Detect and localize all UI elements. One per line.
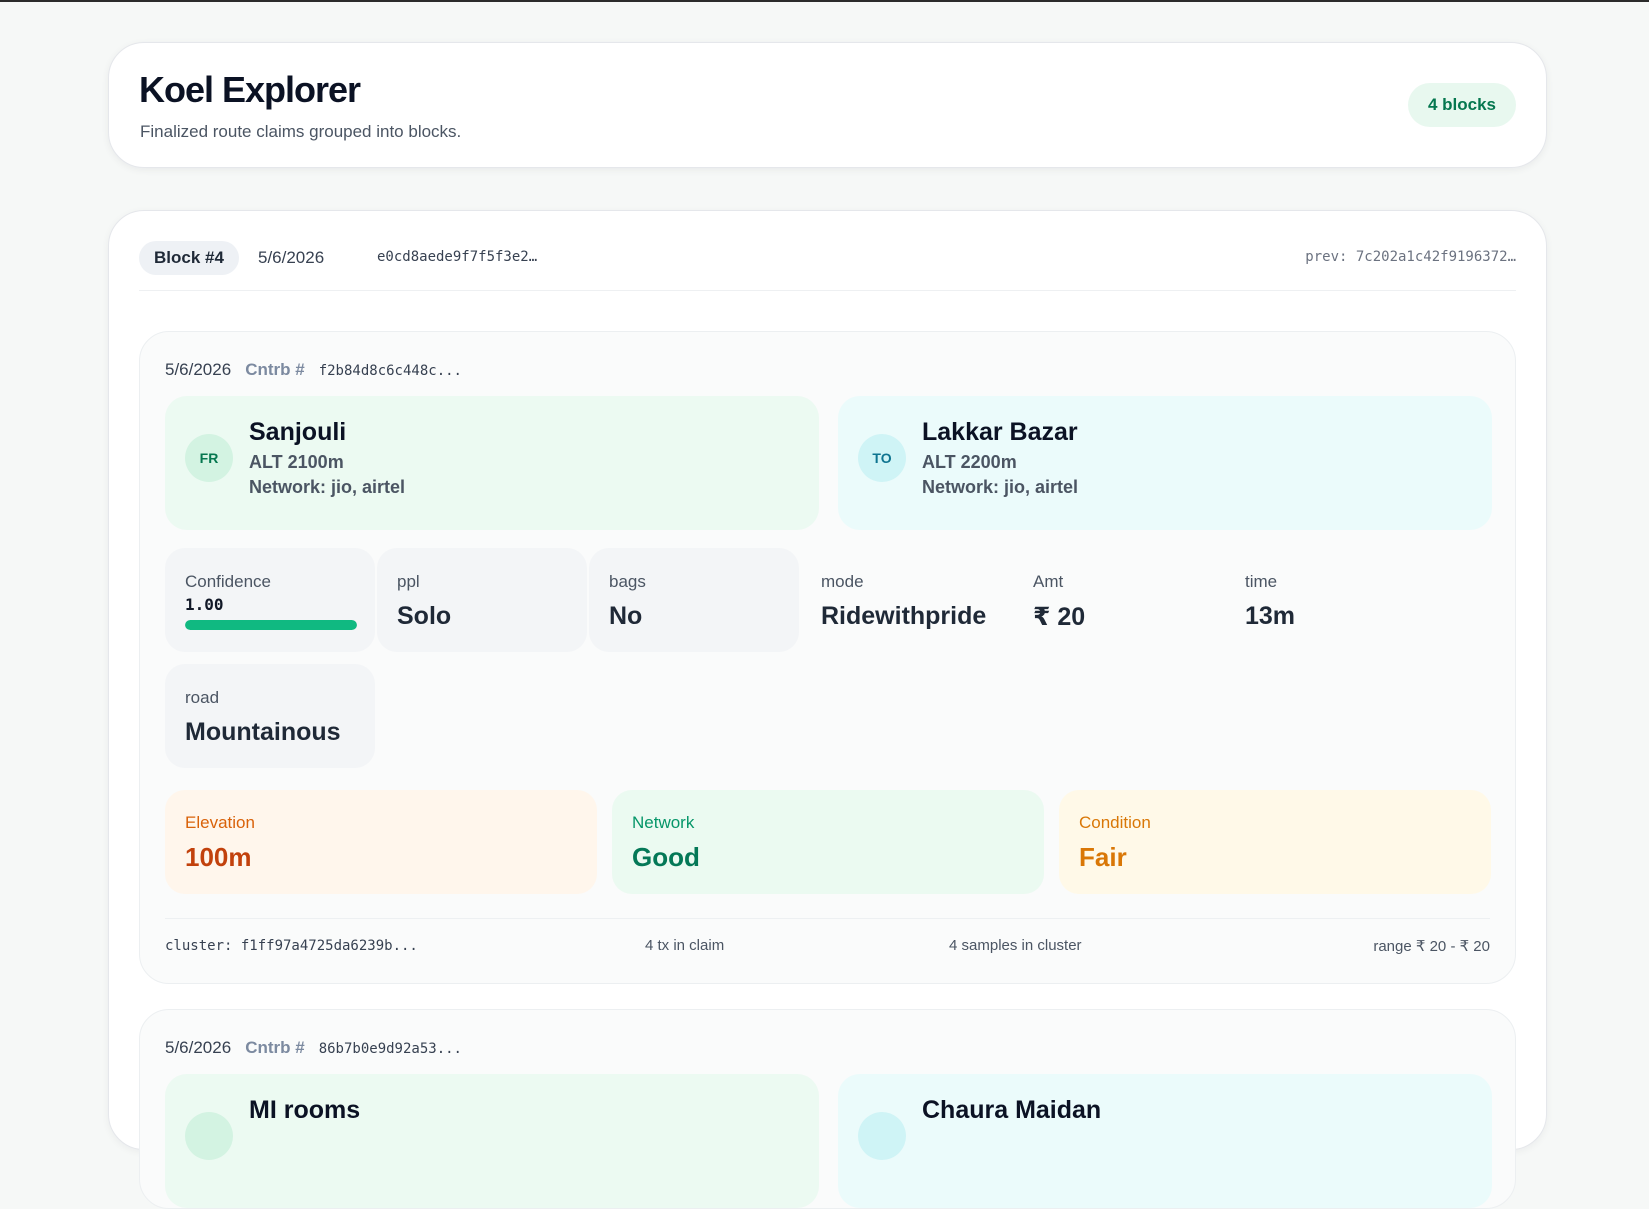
sample-count: 4 samples in cluster [949, 937, 1082, 954]
confidence-label: Confidence [185, 572, 272, 591]
page-subtitle: Finalized route claims grouped into bloc… [140, 122, 462, 141]
cluster-hash[interactable]: cluster: f1ff97a4725da6239b... [165, 938, 418, 954]
claim-date: 5/6/2026 [165, 360, 232, 379]
from-avatar: FR [185, 434, 233, 482]
bags-stat: bags No [589, 548, 799, 652]
ppl-stat: ppl Solo [377, 548, 587, 652]
contributor-label: Cntrb # [245, 360, 305, 379]
amount-stat: Amt ₹ 20 [1013, 548, 1223, 652]
network-label: Network [632, 813, 695, 832]
to-avatar [858, 1112, 906, 1160]
bags-label: bags [609, 572, 646, 591]
elevation-metric: Elevation 100m [165, 790, 597, 894]
network-value: Good [632, 842, 700, 872]
to-altitude: ALT 2200m [922, 452, 1017, 472]
from-location-name: Sanjouli [249, 418, 347, 446]
claim-meta: 5/6/2026 Cntrb # f2b84d8c6c448c... [165, 360, 462, 380]
time-stat: time 13m [1225, 548, 1435, 652]
confidence-stat: Confidence 1.00 [165, 548, 375, 652]
claim-card: 5/6/2026 Cntrb # f2b84d8c6c448c... FR Sa… [139, 331, 1516, 984]
to-avatar: TO [858, 434, 906, 482]
mode-label: mode [821, 572, 864, 591]
from-network: Network: jio, airtel [249, 477, 406, 497]
block-count-badge: 4 blocks [1407, 83, 1516, 127]
block-header: Block #4 5/6/2026 e0cd8aede9f7f5f3e2… pr… [139, 241, 1516, 291]
ppl-value: Solo [397, 602, 452, 630]
block-hash[interactable]: e0cd8aede9f7f5f3e2… [377, 249, 538, 265]
claim-date: 5/6/2026 [165, 1038, 232, 1057]
time-label: time [1245, 572, 1278, 591]
from-avatar [185, 1112, 233, 1160]
network-metric: Network Good [612, 790, 1044, 894]
condition-label: Condition [1079, 813, 1151, 832]
from-altitude: ALT 2100m [249, 452, 344, 472]
claim-card: 5/6/2026 Cntrb # 86b7b0e9d92a53... MI ro… [139, 1009, 1516, 1209]
tx-count: 4 tx in claim [645, 937, 725, 954]
condition-value: Fair [1079, 842, 1127, 872]
claim-footer-divider [165, 918, 1490, 919]
time-value: 13m [1245, 602, 1296, 630]
contributor-hash[interactable]: f2b84d8c6c448c... [318, 363, 462, 379]
road-label: road [185, 688, 220, 707]
mode-value: Ridewithpride [821, 602, 987, 630]
claim-meta: 5/6/2026 Cntrb # 86b7b0e9d92a53... [165, 1038, 462, 1058]
confidence-bar [185, 620, 357, 630]
to-location-card: Chaura Maidan [838, 1074, 1492, 1208]
road-value: Mountainous [185, 718, 341, 746]
block-card: Block #4 5/6/2026 e0cd8aede9f7f5f3e2… pr… [108, 210, 1547, 1209]
confidence-bar-fill [185, 620, 357, 630]
to-location-name: Lakkar Bazar [922, 418, 1078, 446]
contributor-label: Cntrb # [245, 1038, 305, 1057]
price-range: range ₹ 20 - ₹ 20 [1373, 938, 1490, 955]
from-location-card: FR Sanjouli ALT 2100m Network: jio, airt… [165, 396, 819, 530]
bags-value: No [609, 602, 643, 630]
mode-stat: mode Ridewithpride [801, 548, 1021, 652]
block-number-badge: Block #4 [139, 241, 239, 275]
elevation-value: 100m [185, 842, 252, 872]
from-location-name: MI rooms [249, 1096, 361, 1124]
to-location-card: TO Lakkar Bazar ALT 2200m Network: jio, … [838, 396, 1492, 530]
ppl-label: ppl [397, 572, 420, 591]
block-date: 5/6/2026 [258, 248, 325, 267]
from-location-card: MI rooms [165, 1074, 819, 1208]
condition-metric: Condition Fair [1059, 790, 1491, 894]
to-network: Network: jio, airtel [922, 477, 1079, 497]
elevation-label: Elevation [185, 813, 255, 832]
contributor-hash[interactable]: 86b7b0e9d92a53... [318, 1041, 462, 1057]
amount-value: ₹ 20 [1033, 603, 1086, 631]
amount-label: Amt [1033, 572, 1064, 591]
window-top-border [0, 0, 1649, 2]
page-title: Koel Explorer [139, 69, 361, 110]
confidence-value: 1.00 [185, 595, 224, 614]
road-stat: road Mountainous [165, 664, 375, 768]
block-prev-hash[interactable]: prev: 7c202a1c42f9196372… [1305, 249, 1516, 265]
to-location-name: Chaura Maidan [922, 1096, 1102, 1124]
explorer-header: Koel Explorer Finalized route claims gro… [108, 42, 1547, 168]
